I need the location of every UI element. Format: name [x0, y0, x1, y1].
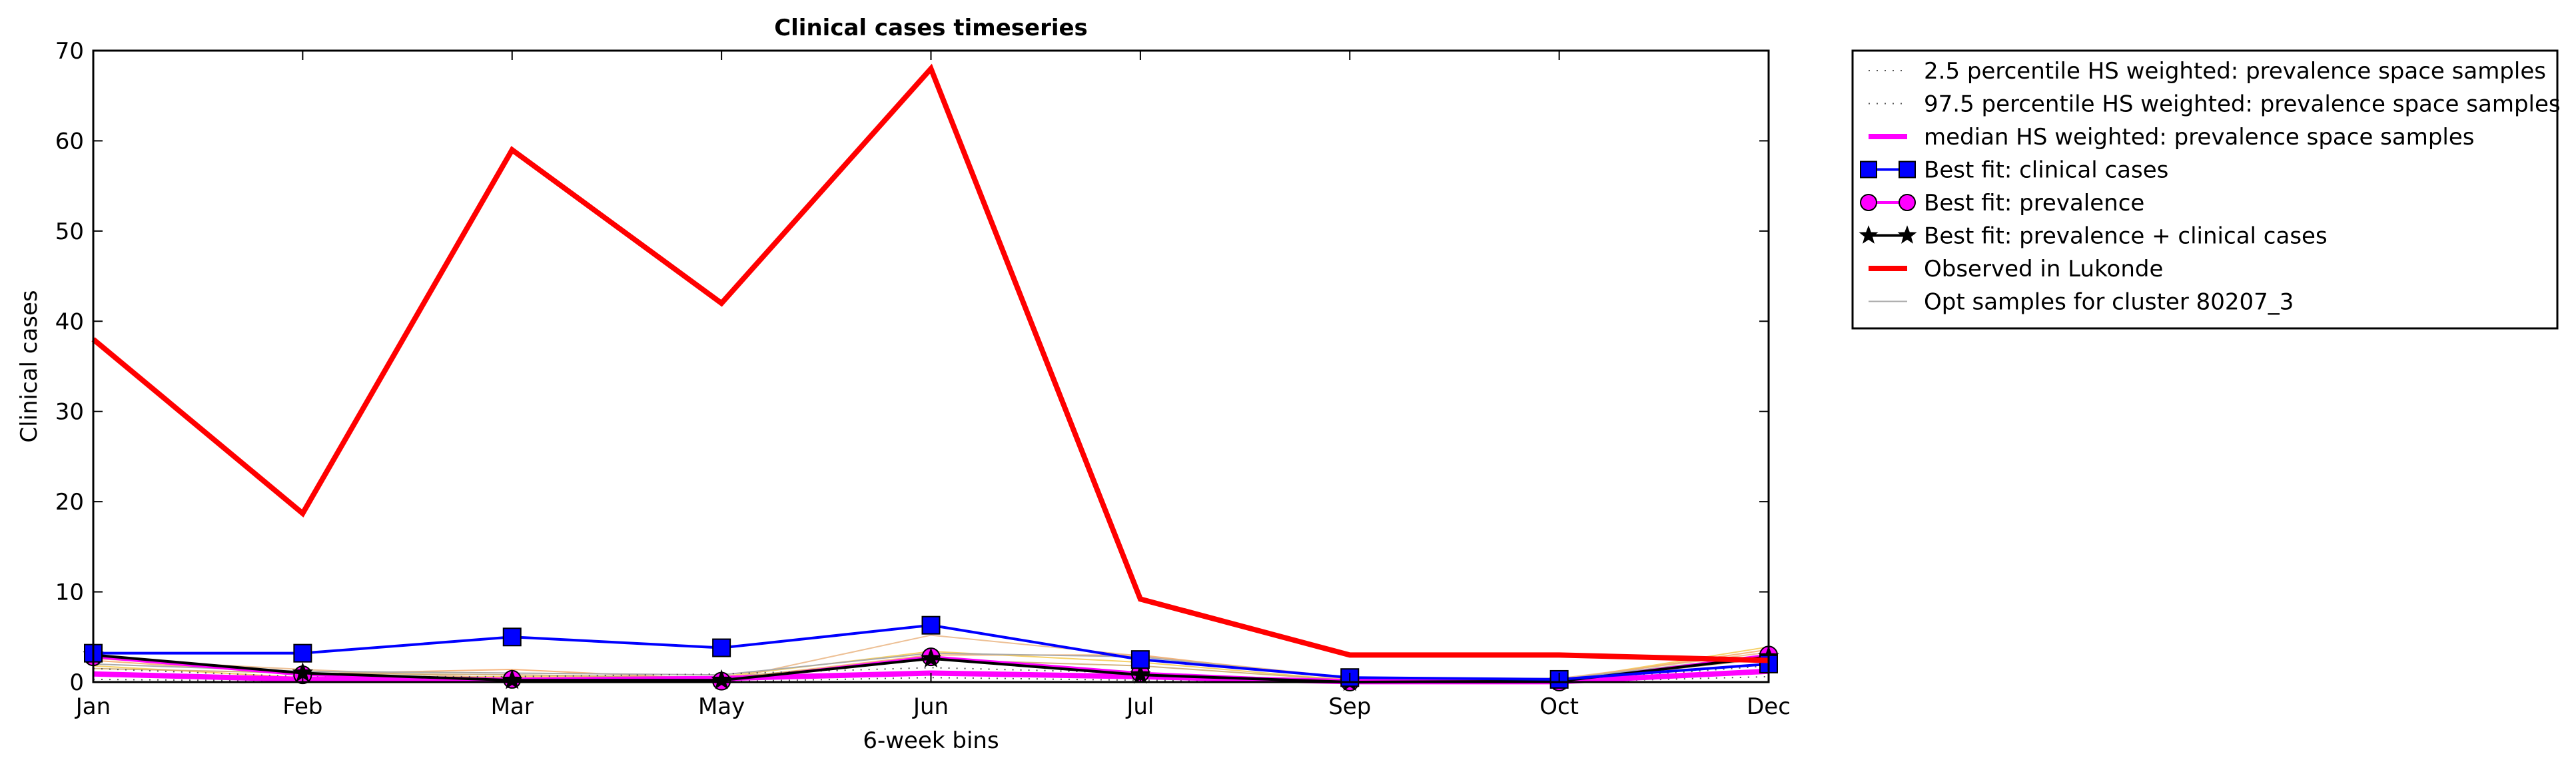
y-tick-label: 60	[55, 128, 84, 155]
legend-entry: Opt samples for cluster 80207_3	[1869, 289, 2294, 316]
y-tick-label: 20	[55, 489, 84, 516]
data-point-square	[1860, 161, 1877, 179]
x-tick-label: Dec	[1747, 693, 1791, 720]
y-tick-label: 50	[55, 218, 84, 245]
data-point-square	[921, 615, 941, 635]
data-point-circle	[1860, 194, 1877, 211]
y-tick-label: 0	[69, 669, 84, 696]
legend-label: 2.5 percentile HS weighted: prevalence s…	[1924, 58, 2546, 85]
legend-label: Best fit: prevalence	[1924, 190, 2144, 216]
x-tick-label: Jan	[75, 693, 111, 720]
x-tick-label: Sep	[1328, 693, 1371, 720]
data-point-square	[502, 627, 522, 647]
plot-frame	[92, 49, 1770, 683]
series-line	[91, 63, 1769, 663]
legend-label: Opt samples for cluster 80207_3	[1924, 289, 2294, 316]
data-point-circle	[1899, 194, 1916, 211]
data-point-star	[1897, 225, 1917, 244]
legend-entry: Best fit: prevalence	[1860, 190, 2144, 216]
plot-series	[83, 63, 1779, 691]
legend-entry: 97.5 percentile HS weighted: prevalence …	[1869, 91, 2561, 118]
y-axis-label: Clinical cases	[16, 290, 43, 442]
y-tick-label: 10	[55, 579, 84, 606]
series-group	[91, 63, 1769, 663]
data-point-square	[712, 638, 731, 657]
data-point-square	[1130, 650, 1150, 669]
legend-entry: Best fit: prevalence + clinical cases	[1859, 223, 2328, 250]
legend-entry: 2.5 percentile HS weighted: prevalence s…	[1869, 58, 2546, 85]
legend: 2.5 percentile HS weighted: prevalence s…	[1851, 49, 2561, 330]
data-point-square	[1899, 161, 1916, 179]
legend-label: Observed in Lukonde	[1924, 256, 2163, 282]
data-point-star	[1859, 225, 1879, 244]
x-tick-label: Jun	[912, 693, 949, 720]
legend-entry: median HS weighted: prevalence space sam…	[1869, 124, 2475, 151]
x-axis-label: 6-week bins	[863, 727, 999, 754]
y-tick-label: 30	[55, 399, 84, 426]
x-tick-label: Feb	[282, 693, 322, 720]
y-axis: 0 10 20 30 40 50 60 70	[55, 38, 1769, 696]
y-tick-label: 70	[55, 38, 84, 65]
legend-entry: Best fit: clinical cases	[1860, 157, 2168, 184]
chart-title: Clinical cases timeseries	[774, 15, 1088, 41]
y-tick-label: 40	[55, 308, 84, 335]
legend-frame	[1851, 49, 2559, 330]
legend-entry: Observed in Lukonde	[1869, 256, 2163, 282]
x-tick-label: Oct	[1539, 693, 1579, 720]
data-point-star	[920, 647, 942, 668]
legend-label: 97.5 percentile HS weighted: prevalence …	[1924, 91, 2561, 118]
x-tick-label: Jul	[1125, 693, 1154, 720]
x-tick-label: May	[698, 693, 745, 720]
legend-label: Best fit: clinical cases	[1924, 157, 2168, 184]
x-tick-label: Mar	[491, 693, 534, 720]
legend-label: median HS weighted: prevalence space sam…	[1924, 124, 2475, 151]
legend-label: Best fit: prevalence + clinical cases	[1924, 223, 2328, 250]
data-point-square	[293, 643, 312, 663]
x-axis: Jan Feb Mar May Jun Jul Sep Oct Dec	[75, 51, 1791, 720]
